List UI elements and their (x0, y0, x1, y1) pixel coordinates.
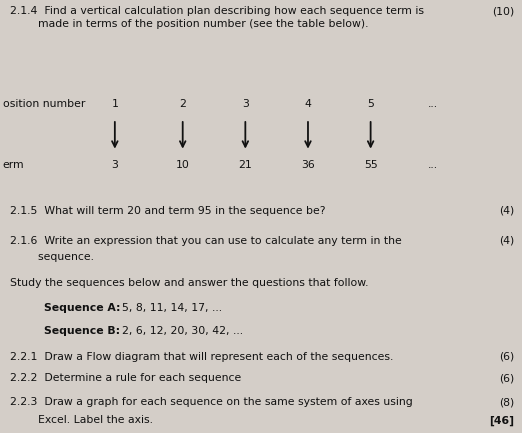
Text: ...: ... (428, 159, 438, 170)
Text: 5, 8, 11, 14, 17, ...: 5, 8, 11, 14, 17, ... (122, 303, 222, 313)
Text: 2.1.6  Write an expression that you can use to calculate any term in the: 2.1.6 Write an expression that you can u… (10, 236, 402, 246)
Text: 21: 21 (239, 159, 252, 170)
Text: 36: 36 (301, 159, 315, 170)
Text: made in terms of the position number (see the table below).: made in terms of the position number (se… (10, 19, 369, 29)
Text: Excel. Label the axis.: Excel. Label the axis. (10, 415, 153, 425)
Text: osition number: osition number (3, 99, 85, 109)
Text: 2.2.2  Determine a rule for each sequence: 2.2.2 Determine a rule for each sequence (10, 373, 242, 383)
Text: 10: 10 (176, 159, 189, 170)
Text: sequence.: sequence. (10, 252, 94, 262)
Text: Study the sequences below and answer the questions that follow.: Study the sequences below and answer the… (10, 278, 369, 288)
Text: [46]: [46] (489, 415, 514, 426)
Text: ...: ... (428, 99, 438, 109)
Text: 3: 3 (111, 159, 118, 170)
Text: 2.1.5  What will term 20 and term 95 in the sequence be?: 2.1.5 What will term 20 and term 95 in t… (10, 206, 326, 216)
Text: 2.1.4  Find a vertical calculation plan describing how each sequence term is: 2.1.4 Find a vertical calculation plan d… (10, 6, 424, 16)
Text: 1: 1 (111, 99, 118, 109)
Text: 2, 6, 12, 20, 30, 42, ...: 2, 6, 12, 20, 30, 42, ... (122, 326, 243, 336)
Text: (4): (4) (499, 206, 514, 216)
Text: 3: 3 (242, 99, 249, 109)
Text: (4): (4) (499, 236, 514, 246)
Text: erm: erm (3, 159, 24, 170)
Text: Sequence A:: Sequence A: (44, 303, 125, 313)
Text: (10): (10) (492, 6, 514, 16)
Text: Sequence B:: Sequence B: (44, 326, 124, 336)
Text: 55: 55 (364, 159, 377, 170)
Text: 2: 2 (179, 99, 186, 109)
Text: (6): (6) (499, 352, 514, 362)
Text: 2.2.1  Draw a Flow diagram that will represent each of the sequences.: 2.2.1 Draw a Flow diagram that will repr… (10, 352, 394, 362)
Text: 4: 4 (304, 99, 312, 109)
Text: (6): (6) (499, 373, 514, 383)
Text: 2.2.3  Draw a graph for each sequence on the same system of axes using: 2.2.3 Draw a graph for each sequence on … (10, 397, 413, 407)
Text: (8): (8) (499, 397, 514, 407)
Text: 5: 5 (367, 99, 374, 109)
